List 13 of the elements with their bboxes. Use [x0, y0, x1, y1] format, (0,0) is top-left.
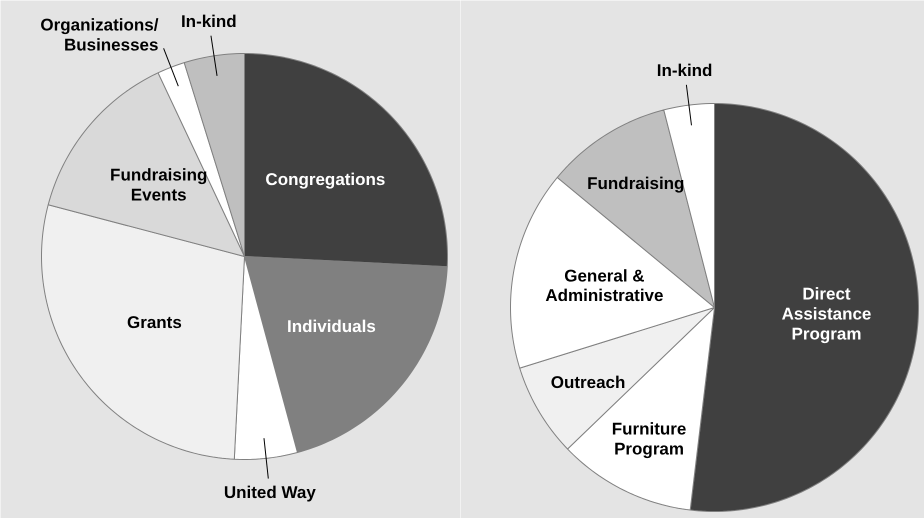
slice-label: Furniture Program — [612, 420, 686, 458]
slice-label: In-kind — [180, 12, 237, 32]
slice-label: Individuals — [287, 317, 376, 336]
slice-label: Fundraising Events — [110, 166, 208, 205]
slice-label: Congregations — [265, 170, 386, 190]
slice-label: Organizations/ Businesses — [40, 16, 159, 55]
slice-label: Outreach — [550, 372, 626, 392]
slice-label: Grants — [126, 312, 182, 332]
slice-label: Direct Assistance Program — [782, 284, 872, 344]
slice-label: United Way — [224, 483, 316, 502]
slice-label: Fundraising — [587, 174, 684, 193]
slice-label: In-kind — [656, 61, 712, 80]
slice-label: General & Administrative — [545, 266, 664, 306]
